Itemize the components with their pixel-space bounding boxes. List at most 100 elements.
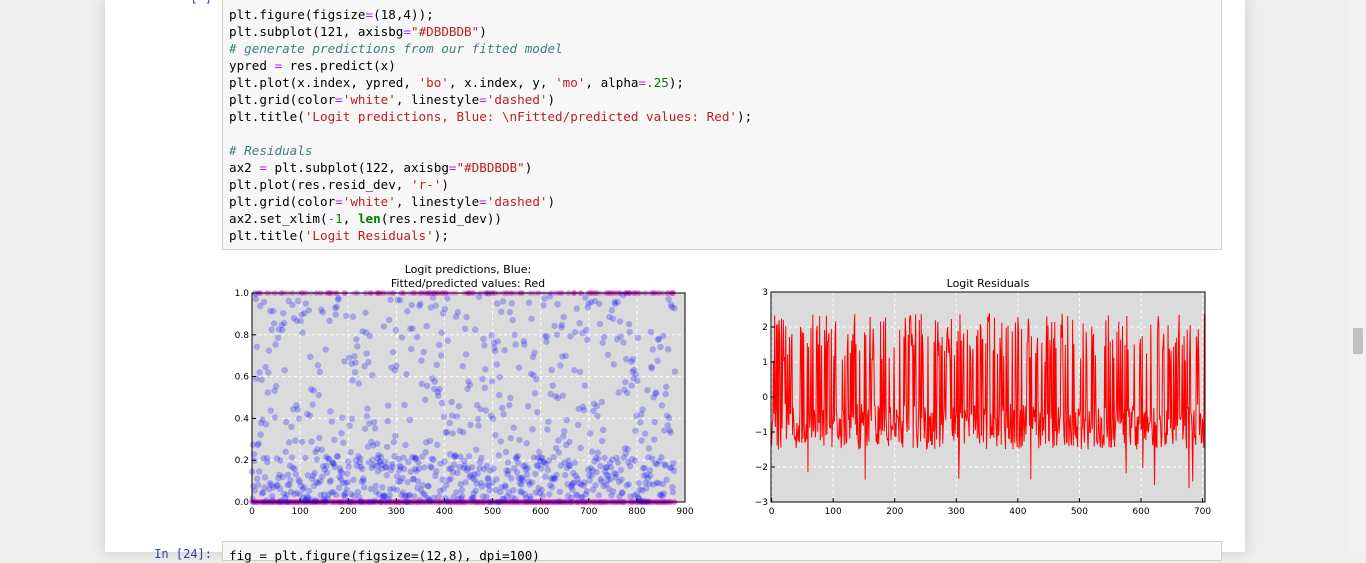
scrollbar-thumb[interactable] xyxy=(1353,328,1363,354)
code-token: plt.grid(color xyxy=(229,194,336,209)
x-tick-label: 200 xyxy=(340,507,357,517)
predicted-point xyxy=(358,465,366,473)
predicted-point xyxy=(442,495,449,502)
predicted-point xyxy=(313,479,320,486)
predicted-point xyxy=(343,486,350,493)
x-tick-label: 500 xyxy=(484,507,501,517)
y-tick-label: 3 xyxy=(762,288,768,298)
predicted-point xyxy=(251,457,258,465)
predicted-point xyxy=(632,371,640,378)
predicted-point xyxy=(477,405,484,413)
predicted-point xyxy=(257,431,264,438)
predicted-point xyxy=(598,478,605,485)
chart-right-x-axis: 0 100 200 300 400 500 600 700 xyxy=(769,498,1211,517)
predicted-point xyxy=(329,459,336,466)
predicted-point xyxy=(324,455,332,462)
predicted-point xyxy=(435,493,442,500)
vertical-scrollbar[interactable] xyxy=(1349,0,1366,552)
predicted-point xyxy=(573,491,580,498)
predicted-point xyxy=(544,466,552,473)
predicted-point xyxy=(489,479,496,486)
y-tick-label: 0.2 xyxy=(235,456,249,466)
predicted-point xyxy=(348,360,355,367)
predicted-point xyxy=(546,491,553,498)
predicted-point xyxy=(302,454,309,462)
predicted-point xyxy=(601,454,608,462)
predicted-point xyxy=(496,373,503,381)
predicted-point xyxy=(441,305,449,313)
predicted-point xyxy=(279,326,286,334)
predicted-point xyxy=(577,444,584,452)
next-code-cell[interactable]: fig = plt.figure(figsize=(12,8), dpi=100… xyxy=(222,541,1222,563)
predicted-point xyxy=(539,492,546,499)
code-line: # Residuals xyxy=(229,142,752,159)
predicted-point xyxy=(325,455,333,463)
predicted-point xyxy=(555,449,563,456)
predicted-point xyxy=(577,481,585,488)
next-cell-code: fig = plt.figure(figsize=(12,8), dpi=100… xyxy=(229,548,540,563)
predicted-point xyxy=(331,463,338,471)
predicted-point xyxy=(339,414,346,421)
predicted-point xyxy=(445,476,452,484)
code-token: , x.index, y, xyxy=(448,75,556,90)
predicted-point xyxy=(461,325,469,333)
predicted-point xyxy=(465,453,473,460)
predicted-point xyxy=(259,416,266,423)
predicted-point xyxy=(644,387,651,394)
predicted-point xyxy=(333,453,341,460)
predicted-point xyxy=(554,300,561,308)
predicted-point xyxy=(394,472,401,480)
predicted-point xyxy=(356,493,363,501)
predicted-point xyxy=(444,295,451,302)
predicted-point xyxy=(283,491,290,499)
predicted-point xyxy=(476,465,483,472)
predicted-point xyxy=(649,455,656,462)
predicted-point xyxy=(481,384,489,392)
predicted-point xyxy=(364,405,371,412)
chart-left-title-line-1: Logit predictions, Blue: xyxy=(405,263,531,276)
predicted-point xyxy=(594,449,602,456)
predicted-point xyxy=(381,493,388,500)
predicted-point xyxy=(267,307,274,315)
predicted-point xyxy=(525,299,533,306)
predicted-point xyxy=(607,464,615,471)
predicted-point xyxy=(256,369,263,376)
predicted-point xyxy=(256,468,263,475)
predicted-point xyxy=(319,473,326,480)
predicted-point xyxy=(499,495,506,503)
predicted-point xyxy=(452,452,459,460)
predicted-point xyxy=(256,302,264,310)
predicted-point xyxy=(269,307,277,315)
predicted-point xyxy=(394,296,401,304)
predicted-point xyxy=(326,478,334,485)
predicted-point xyxy=(353,462,361,469)
predicted-point xyxy=(298,311,305,318)
predicted-point xyxy=(669,483,676,491)
predicted-point xyxy=(451,453,458,461)
predicted-point xyxy=(493,476,500,483)
y-tick-label: −2 xyxy=(755,463,768,473)
code-token: = xyxy=(403,24,411,39)
predicted-point xyxy=(641,464,648,472)
predicted-point xyxy=(301,310,308,317)
predicted-point xyxy=(358,498,365,505)
predicted-point xyxy=(431,385,438,393)
predicted-point xyxy=(607,476,614,483)
predicted-point xyxy=(670,459,677,467)
predicted-point xyxy=(615,389,622,396)
predicted-point xyxy=(597,462,604,470)
predicted-point xyxy=(281,319,288,327)
predicted-point xyxy=(280,490,287,497)
predicted-point xyxy=(597,476,605,483)
code-token: 'white' xyxy=(342,92,396,107)
predicted-point xyxy=(421,491,428,498)
predicted-point xyxy=(533,462,541,469)
predicted-point xyxy=(335,484,343,492)
predicted-point xyxy=(258,376,265,384)
code-token: # generate predictions from our fitted m… xyxy=(229,41,563,56)
predicted-point xyxy=(484,475,491,482)
code-cell[interactable]: plt.figure(figsize=(18,4)); plt.subplot(1… xyxy=(222,0,1222,250)
predicted-point xyxy=(576,368,584,376)
code-editor[interactable]: plt.figure(figsize=(18,4)); plt.subplot(1… xyxy=(229,6,752,244)
predicted-point xyxy=(447,451,454,458)
